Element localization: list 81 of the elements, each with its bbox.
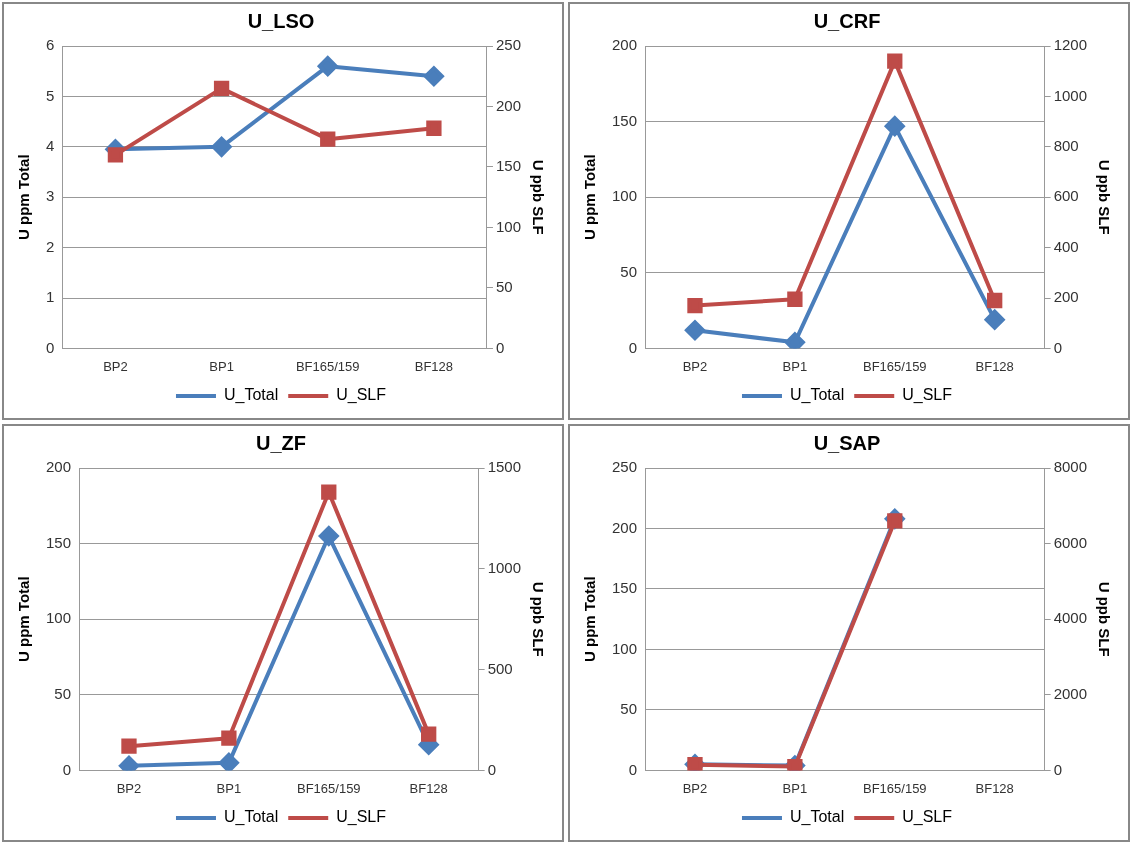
y-tick-label: 0 xyxy=(46,338,55,356)
y-tick-label: 100 xyxy=(612,639,638,657)
y-tick-label: 2 xyxy=(46,237,55,255)
y2-tick-label: 0 xyxy=(1053,338,1062,356)
legend-label: U_SLF xyxy=(336,808,387,827)
y2-tick-label: 1500 xyxy=(487,458,522,476)
y-tick-label: 250 xyxy=(612,458,638,476)
y-tick-label: 100 xyxy=(46,609,72,627)
y2-axis-title: U ppb SLF xyxy=(529,581,547,657)
y-tick-label: 100 xyxy=(612,187,638,205)
x-tick-label: BP1 xyxy=(216,780,242,796)
x-tick-label: BP1 xyxy=(209,358,234,374)
x-tick-label: BF128 xyxy=(975,358,1014,374)
x-tick-label: BF165/159 xyxy=(296,780,361,796)
y-tick-label: 3 xyxy=(46,187,55,205)
y-tick-label: 50 xyxy=(620,700,638,718)
chart-title: U_CRF xyxy=(813,9,881,32)
legend-label: U_Total xyxy=(789,808,845,827)
y-tick-label: 0 xyxy=(62,760,72,778)
x-tick-label: BF128 xyxy=(409,780,448,796)
y2-tick-label: 0 xyxy=(487,760,496,778)
y2-axis-title: U ppb SLF xyxy=(529,159,547,235)
y-tick-label: 150 xyxy=(46,533,72,551)
y-tick-label: 200 xyxy=(612,36,638,54)
y-tick-label: 4 xyxy=(46,136,55,154)
y2-tick-label: 400 xyxy=(1053,237,1079,255)
y-tick-label: 50 xyxy=(54,684,72,702)
y2-tick-label: 500 xyxy=(487,659,513,677)
chart-title: U_SAP xyxy=(813,431,881,454)
legend-label: U_Total xyxy=(223,808,279,827)
y2-axis-title: U ppb SLF xyxy=(1095,581,1113,657)
x-tick-label: BP2 xyxy=(103,358,128,374)
legend-label: U_SLF xyxy=(902,808,953,827)
chart-title: U_LSO xyxy=(247,9,315,32)
y2-tick-label: 150 xyxy=(495,157,521,175)
x-tick-label: BF165/159 xyxy=(295,358,360,374)
x-tick-label: BF128 xyxy=(414,358,454,374)
legend-label: U_SLF xyxy=(336,386,387,405)
y2-axis-title: U ppb SLF xyxy=(1095,159,1113,235)
y2-tick-label: 200 xyxy=(1053,288,1079,306)
legend-label: U_Total xyxy=(789,386,845,405)
y-axis-title: U ppm Total xyxy=(581,154,599,240)
y-tick-label: 150 xyxy=(612,579,638,597)
x-tick-label: BF165/159 xyxy=(862,780,927,796)
y2-tick-label: 800 xyxy=(1053,136,1079,154)
x-tick-label: BF165/159 xyxy=(862,358,927,374)
y2-tick-label: 1000 xyxy=(487,558,522,576)
y-tick-label: 50 xyxy=(620,262,638,280)
y2-tick-label: 6000 xyxy=(1053,533,1088,551)
y2-tick-label: 1000 xyxy=(1053,86,1088,104)
y-tick-label: 1 xyxy=(46,288,55,306)
y2-tick-label: 4000 xyxy=(1053,609,1088,627)
chart-title: U_ZF xyxy=(256,431,306,454)
y-tick-label: 6 xyxy=(46,36,55,54)
y2-tick-label: 50 xyxy=(495,278,513,296)
y-tick-label: 0 xyxy=(628,760,638,778)
y-tick-label: 200 xyxy=(612,518,638,536)
x-tick-label: BP1 xyxy=(782,780,808,796)
x-tick-label: BP2 xyxy=(682,358,708,374)
y2-tick-label: 200 xyxy=(495,96,521,114)
y2-tick-label: 100 xyxy=(495,217,521,235)
legend-label: U_SLF xyxy=(902,386,953,405)
y2-tick-label: 1200 xyxy=(1053,36,1088,54)
y2-tick-label: 600 xyxy=(1053,187,1079,205)
y2-tick-label: 250 xyxy=(495,36,521,54)
y-tick-label: 0 xyxy=(628,338,638,356)
y-tick-label: 150 xyxy=(612,111,638,129)
y-tick-label: 5 xyxy=(46,86,55,104)
x-tick-label: BF128 xyxy=(975,780,1014,796)
y2-tick-label: 0 xyxy=(495,338,505,356)
y2-tick-label: 8000 xyxy=(1053,458,1088,476)
y-axis-title: U ppm Total xyxy=(15,576,33,662)
x-tick-label: BP2 xyxy=(682,780,708,796)
y-axis-title: U ppm Total xyxy=(581,576,599,662)
y-axis-title: U ppm Total xyxy=(15,154,33,240)
legend-label: U_Total xyxy=(223,386,279,405)
x-tick-label: BP1 xyxy=(782,358,808,374)
y2-tick-label: 2000 xyxy=(1053,684,1088,702)
y-tick-label: 200 xyxy=(46,458,72,476)
y2-tick-label: 0 xyxy=(1053,760,1062,778)
x-tick-label: BP2 xyxy=(116,780,142,796)
